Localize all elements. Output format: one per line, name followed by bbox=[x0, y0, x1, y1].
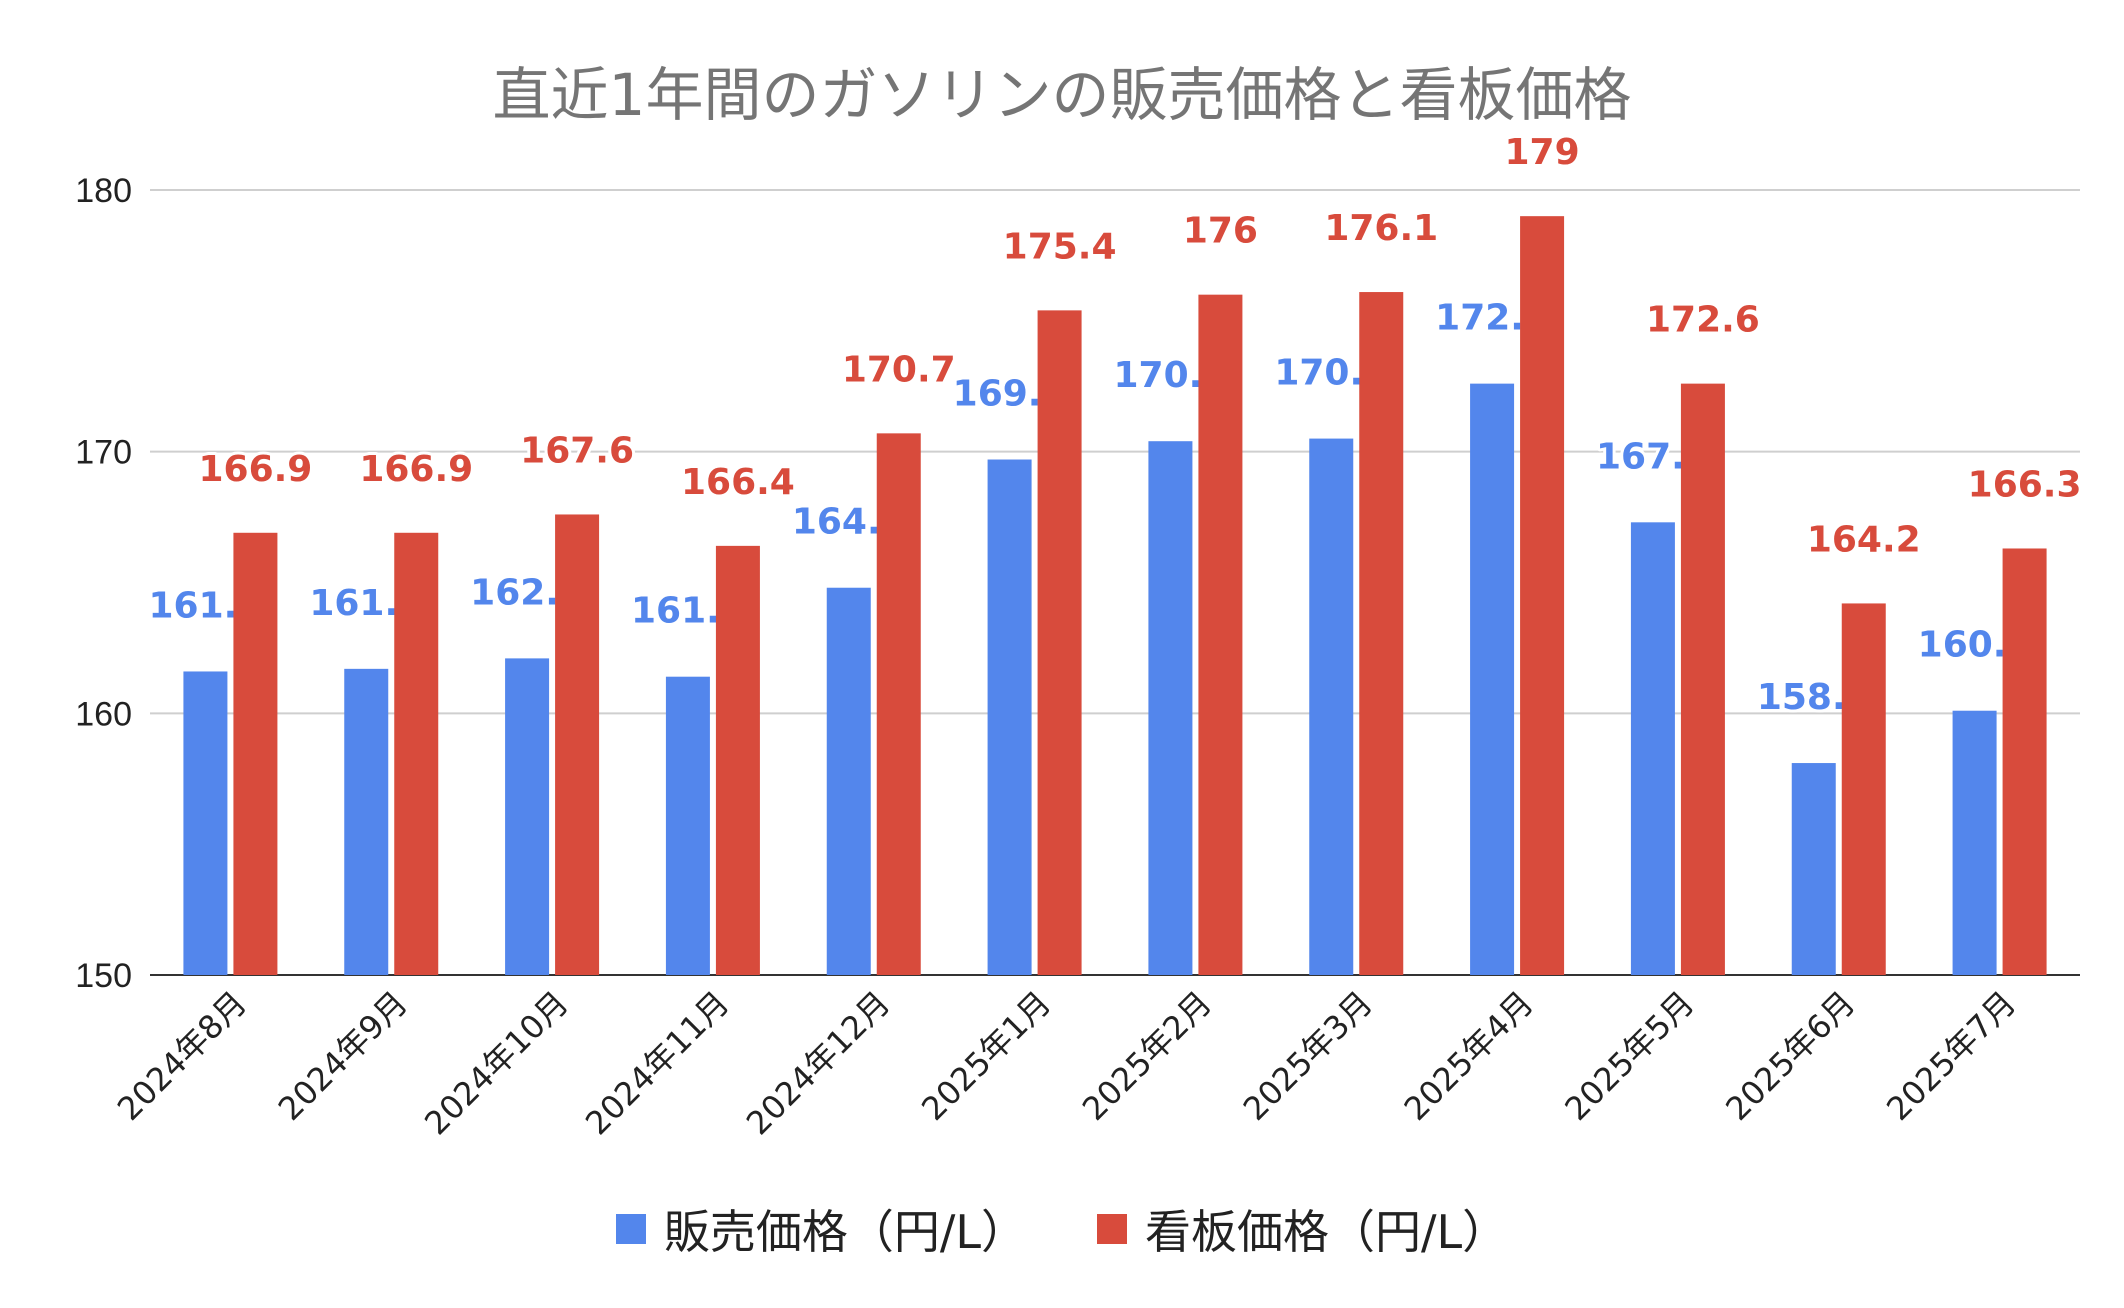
bar-sign bbox=[2002, 548, 2047, 975]
bar-sales bbox=[183, 671, 228, 975]
bar-sales bbox=[1470, 383, 1515, 976]
bar-sales bbox=[1791, 763, 1836, 975]
y-tick-label: 160 bbox=[75, 695, 132, 733]
legend-swatch-sales bbox=[615, 1214, 646, 1244]
data-label-sign: 172.6 bbox=[1646, 300, 1760, 341]
x-tick-label: 2025年3月 bbox=[1236, 984, 1380, 1128]
y-tick-label: 150 bbox=[75, 957, 132, 995]
data-label-sign: 170.7 bbox=[842, 349, 956, 390]
data-label-sign: 166.4 bbox=[681, 462, 795, 503]
bar-sign bbox=[1680, 383, 1725, 976]
bar-sales bbox=[1630, 522, 1675, 975]
x-tick-label: 2024年8月 bbox=[110, 984, 254, 1128]
bar-sign bbox=[1841, 603, 1886, 975]
x-tick-label: 2025年4月 bbox=[1397, 984, 1541, 1128]
bar-sign bbox=[233, 532, 278, 975]
bar-sales bbox=[344, 668, 389, 975]
data-label-sign: 175.4 bbox=[1003, 226, 1117, 267]
bar-sales bbox=[1309, 438, 1354, 975]
x-tick-label: 2025年7月 bbox=[1879, 984, 2023, 1128]
bar-sales bbox=[1952, 710, 1997, 975]
bar-sign bbox=[715, 545, 760, 975]
data-label-sign: 179 bbox=[1505, 132, 1580, 173]
legend-item-sales[interactable]: 販売価格（円/L） bbox=[615, 1196, 1027, 1262]
bar-sign bbox=[555, 514, 600, 975]
data-label-sign: 166.9 bbox=[198, 449, 312, 490]
y-tick-label: 180 bbox=[75, 172, 132, 210]
bar-sign bbox=[1198, 294, 1243, 976]
bar-sales bbox=[1148, 441, 1193, 975]
y-tick-label: 170 bbox=[75, 434, 132, 472]
data-label-sign: 166.9 bbox=[359, 449, 473, 490]
bar-sales bbox=[665, 676, 710, 975]
bar-sales bbox=[826, 587, 871, 975]
data-label-sign: 164.2 bbox=[1807, 519, 1921, 560]
bar-sign bbox=[1520, 216, 1565, 975]
chart-title: 直近1年間のガソリンの販売価格と看板価格 bbox=[492, 61, 1632, 129]
bar-sign bbox=[1037, 310, 1082, 975]
bar-sign bbox=[1359, 292, 1404, 975]
x-tick-label: 2024年10月 bbox=[417, 984, 576, 1143]
data-label-sign: 176 bbox=[1183, 211, 1258, 252]
x-tick-label: 2025年6月 bbox=[1718, 984, 1862, 1128]
x-tick-label: 2024年12月 bbox=[739, 984, 898, 1143]
legend-label-sign: 看板価格（円/L） bbox=[1145, 1205, 1509, 1259]
data-label-sign: 176.1 bbox=[1324, 208, 1438, 249]
x-tick-label: 2025年2月 bbox=[1075, 984, 1219, 1128]
bar-sign bbox=[876, 433, 921, 976]
data-label-sign: 167.6 bbox=[520, 430, 634, 471]
x-tick-label: 2024年9月 bbox=[271, 984, 415, 1128]
x-tick-label: 2024年11月 bbox=[578, 984, 737, 1143]
legend-swatch-sign bbox=[1097, 1214, 1127, 1244]
legend-label-sales: 販売価格（円/L） bbox=[663, 1205, 1027, 1259]
x-tick-label: 2025年1月 bbox=[914, 984, 1058, 1128]
bar-sales bbox=[505, 658, 550, 975]
data-label-sign: 166.3 bbox=[1968, 464, 2082, 505]
x-tick-label: 2025年5月 bbox=[1557, 984, 1701, 1128]
bar-sign bbox=[394, 532, 439, 975]
legend: 販売価格（円/L） 看板価格（円/L） bbox=[0, 1196, 2124, 1262]
legend-item-sign[interactable]: 看板価格（円/L） bbox=[1097, 1196, 1508, 1262]
bar-sales bbox=[987, 459, 1032, 975]
